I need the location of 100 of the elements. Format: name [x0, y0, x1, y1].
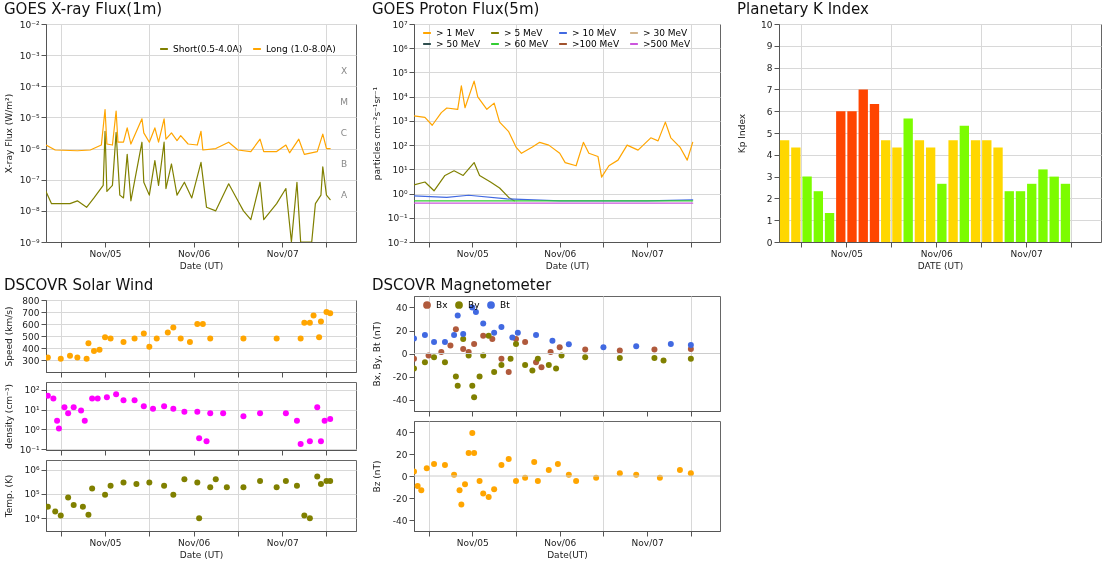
bar	[959, 125, 970, 242]
y-tick-label: 10⁵	[392, 67, 408, 78]
bar	[993, 147, 1003, 242]
x-axis-title: Date (UT)	[545, 260, 590, 271]
legend-label: Long (1.0-8.0A)	[266, 44, 336, 54]
y-tick-label: 10⁶	[392, 43, 408, 54]
chart-title: GOES Proton Flux(5m)	[372, 0, 540, 18]
bar	[847, 111, 857, 242]
legend-label: Short(0.5-4.0A)	[173, 44, 243, 54]
y-tick-label: 8	[766, 63, 773, 74]
y-tick-label: 0	[401, 349, 408, 359]
y-tick-label: 6	[766, 106, 773, 117]
y-tick-label: 10²	[24, 385, 40, 396]
legend-label: > 5 MeV	[504, 28, 544, 38]
bar	[982, 140, 992, 242]
chart-title: DSCOVR Magnetometer	[372, 276, 552, 294]
chart-title: Planetary K Index	[737, 0, 870, 18]
x-tick-label: Nov/05	[456, 537, 489, 548]
y-tick-label: 10⁰	[392, 189, 408, 200]
bar	[1049, 176, 1059, 242]
bar	[1004, 191, 1014, 242]
bar	[1060, 183, 1071, 242]
y-tick-label: -40	[392, 395, 408, 405]
y-tick-label: 800	[22, 295, 40, 306]
bar	[836, 111, 846, 242]
y-axis-title: Bx, By, Bt (nT)	[371, 321, 382, 387]
x-axis-title: Date (UT)	[179, 260, 224, 271]
y-axis-title: X-ray Flux (W/m²)	[3, 93, 14, 174]
y-tick-label: 10¹	[392, 164, 408, 175]
bar	[1027, 183, 1037, 242]
y-tick-label: 10¹	[24, 405, 40, 416]
bar	[869, 104, 880, 242]
bar	[858, 89, 868, 242]
x-tick-label: Nov/06	[544, 537, 577, 548]
chart-title: GOES X-ray Flux(1m)	[4, 0, 163, 18]
annotation: M	[340, 96, 348, 107]
y-tick-label: 10⁻³	[19, 50, 40, 61]
y-tick-label: 10³	[392, 116, 408, 127]
x-tick-label: Nov/07	[266, 248, 299, 259]
y-axis-title: Temp. (K)	[3, 474, 14, 519]
y-tick-label: 4	[766, 150, 773, 161]
y-axis-title: Kp Index	[736, 113, 747, 154]
y-tick-label: 10⁵	[24, 489, 40, 500]
legend-label: > 1 MeV	[436, 28, 476, 38]
y-tick-label: 3	[766, 172, 773, 183]
y-axis-title: Speed (km/s)	[3, 306, 14, 367]
legend-label: > 10 MeV	[572, 28, 618, 38]
bar	[1015, 191, 1026, 242]
x-tick-label: Nov/05	[89, 248, 122, 259]
y-tick-label: 10⁻⁸	[19, 206, 40, 217]
x-tick-label: Nov/06	[544, 248, 577, 259]
x-tick-label: Nov/07	[631, 248, 664, 259]
x-tick-label: Nov/07	[1010, 248, 1043, 259]
y-tick-label: 20	[396, 326, 408, 336]
x-tick-label: Nov/06	[178, 537, 211, 548]
x-tick-label: Nov/07	[266, 537, 299, 548]
y-tick-label: 10	[761, 19, 773, 30]
legend-label: >100 MeV	[572, 39, 620, 49]
y-tick-label: 10⁴	[24, 513, 40, 524]
legend-label: Bx	[436, 300, 449, 310]
y-tick-label: 5	[766, 128, 773, 139]
x-tick-label: Nov/07	[631, 537, 664, 548]
y-tick-label: 10⁻⁷	[19, 175, 40, 186]
legend-label: > 50 MeV	[436, 39, 482, 49]
y-axis-title: Bz (nT)	[371, 460, 382, 493]
x-axis-title: DATE (UT)	[917, 260, 964, 271]
annotation: X	[340, 65, 348, 76]
y-tick-label: 10⁻¹	[387, 213, 408, 224]
y-tick-label: 9	[766, 41, 773, 52]
y-tick-label: 10⁰	[24, 424, 40, 435]
y-tick-label: 1	[766, 215, 773, 226]
bar	[813, 191, 823, 242]
y-tick-label: 0	[766, 237, 773, 248]
y-tick-label: 10²	[392, 140, 408, 151]
x-tick-label: Nov/05	[89, 537, 122, 548]
bar	[914, 140, 925, 242]
bar	[892, 147, 902, 242]
y-tick-label: -40	[392, 515, 408, 526]
y-tick-label: 20	[396, 449, 408, 460]
bar	[824, 213, 835, 242]
y-tick-label: 10⁻⁵	[19, 112, 40, 123]
y-tick-label: 10⁻²	[19, 19, 40, 30]
y-tick-label: 700	[22, 307, 40, 318]
bar	[925, 147, 936, 242]
x-axis-title: Date(UT)	[547, 549, 588, 560]
y-axis-title: particles cm⁻²s⁻¹sr⁻¹	[371, 86, 382, 181]
y-tick-label: 10⁷	[392, 19, 408, 30]
bar	[802, 176, 812, 242]
y-axis-title: density (cm⁻³)	[3, 384, 14, 449]
x-tick-label: Nov/06	[920, 248, 954, 259]
legend-label: By	[468, 300, 481, 310]
y-tick-label: 2	[766, 193, 773, 204]
y-tick-label: 0	[401, 471, 408, 482]
y-tick-label: 10⁻¹	[19, 444, 40, 455]
y-tick-label: 400	[22, 343, 40, 354]
bar	[791, 147, 801, 242]
annotation: B	[340, 159, 348, 170]
legend-label: > 60 MeV	[504, 39, 550, 49]
y-tick-label: 40	[396, 427, 408, 438]
y-tick-label: 500	[22, 331, 40, 342]
